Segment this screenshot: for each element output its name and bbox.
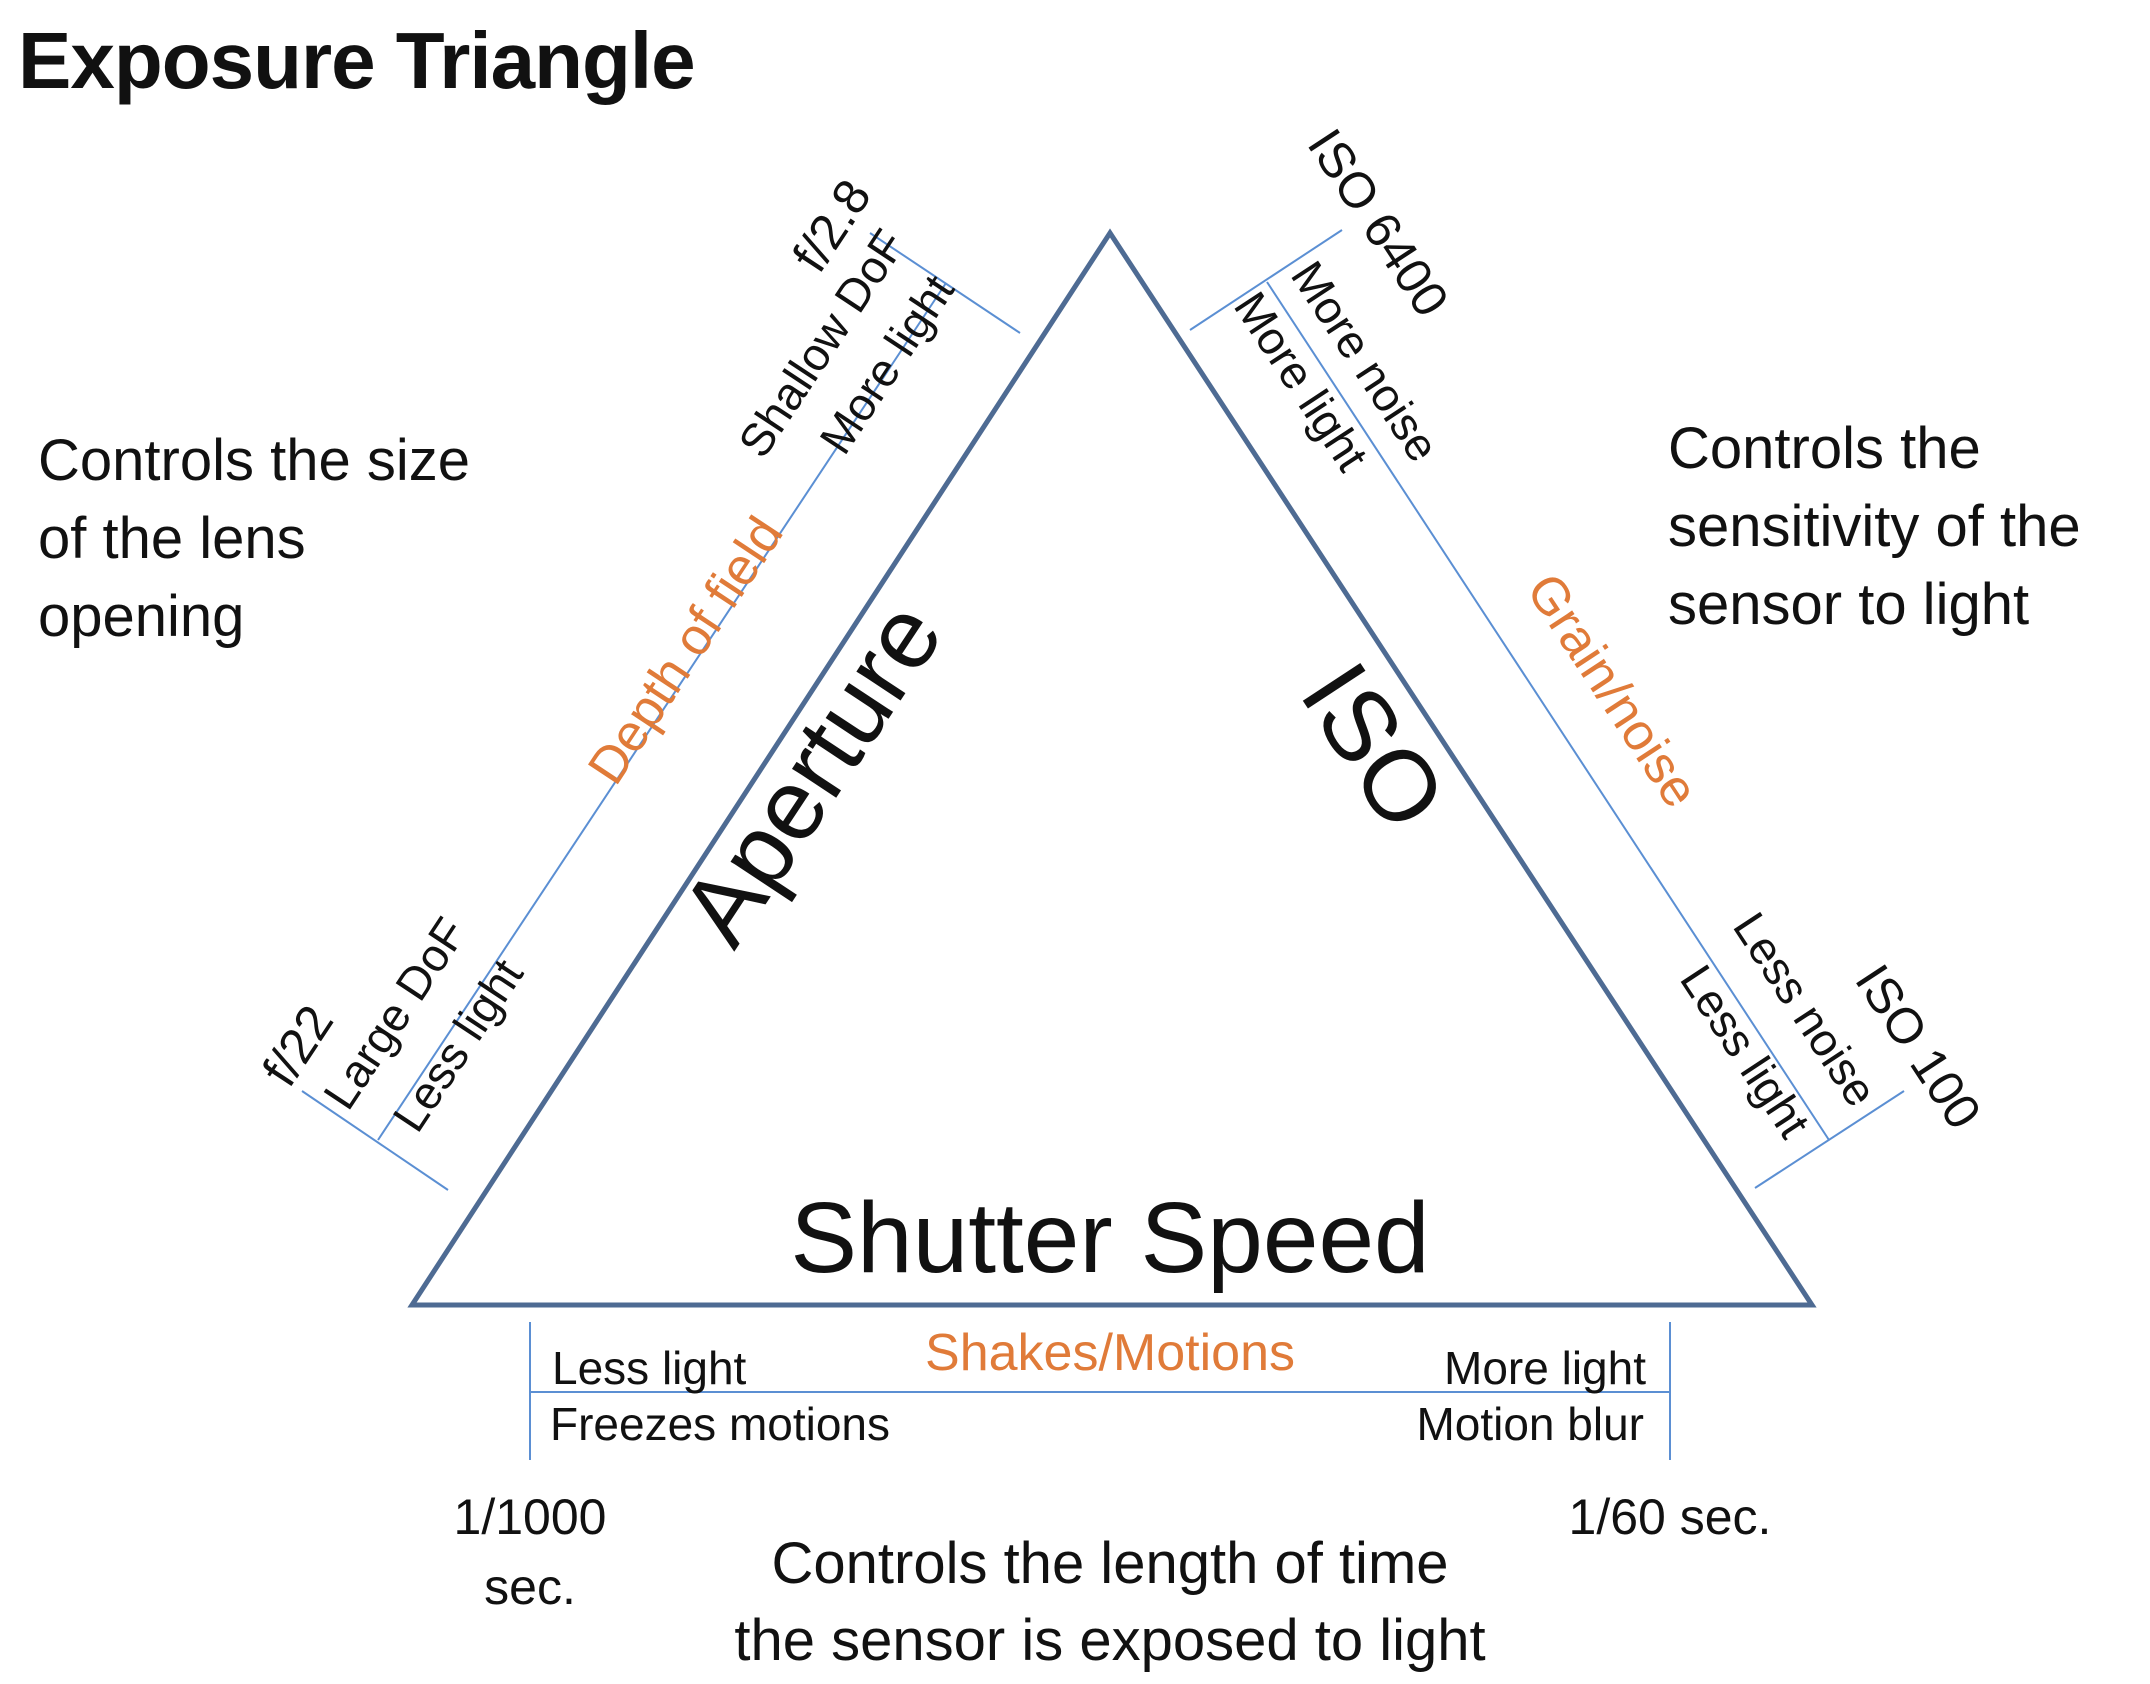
shutter-description-line-2: the sensor is exposed to light [734,1608,1485,1673]
aperture-description-line-1: Controls the size [38,428,470,493]
iso-scale-top-tick [1189,229,1343,331]
iso-low-setting: ISO 100 [1844,955,1992,1139]
shutter-slow-light: More light [1444,1342,1646,1394]
shutter-fast-setting-line-1: 1/1000 [454,1489,607,1545]
iso-scale-bottom-tick [1754,1090,1905,1189]
aperture-scale-line [377,282,947,1141]
iso-description-line-3: sensor to light [1668,572,2029,637]
shutter-fast-effect: Freezes motions [550,1398,890,1450]
aperture-description-line-3: opening [38,584,244,649]
shutter-label: Shutter Speed [790,1182,1429,1294]
aperture-description-line-2: of the lens [38,506,306,571]
shutter-fast-light: Less light [552,1342,747,1394]
iso-description-line-2: sensitivity of the [1668,494,2081,559]
aperture-scale-top-tick [869,232,1021,334]
shutter-slow-setting: 1/60 sec. [1569,1489,1772,1545]
exposure-triangle [407,228,1817,1308]
aperture-scale-bottom-tick [301,1090,449,1191]
iso-label: ISO [1279,644,1467,849]
shutter-description-line-1: Controls the length of time [771,1531,1448,1596]
page-title: Exposure Triangle [18,16,695,105]
iso-scale-line [1266,281,1830,1141]
shutter-effect-label: Shakes/Motions [925,1324,1295,1382]
shutter-scale [529,1322,1671,1460]
aperture-scale [301,232,1021,1191]
iso-description-line-1: Controls the [1668,416,1981,481]
iso-scale [1189,229,1905,1189]
shutter-slow-effect: Motion blur [1416,1398,1644,1450]
shutter-fast-setting-line-2: sec. [484,1559,576,1615]
